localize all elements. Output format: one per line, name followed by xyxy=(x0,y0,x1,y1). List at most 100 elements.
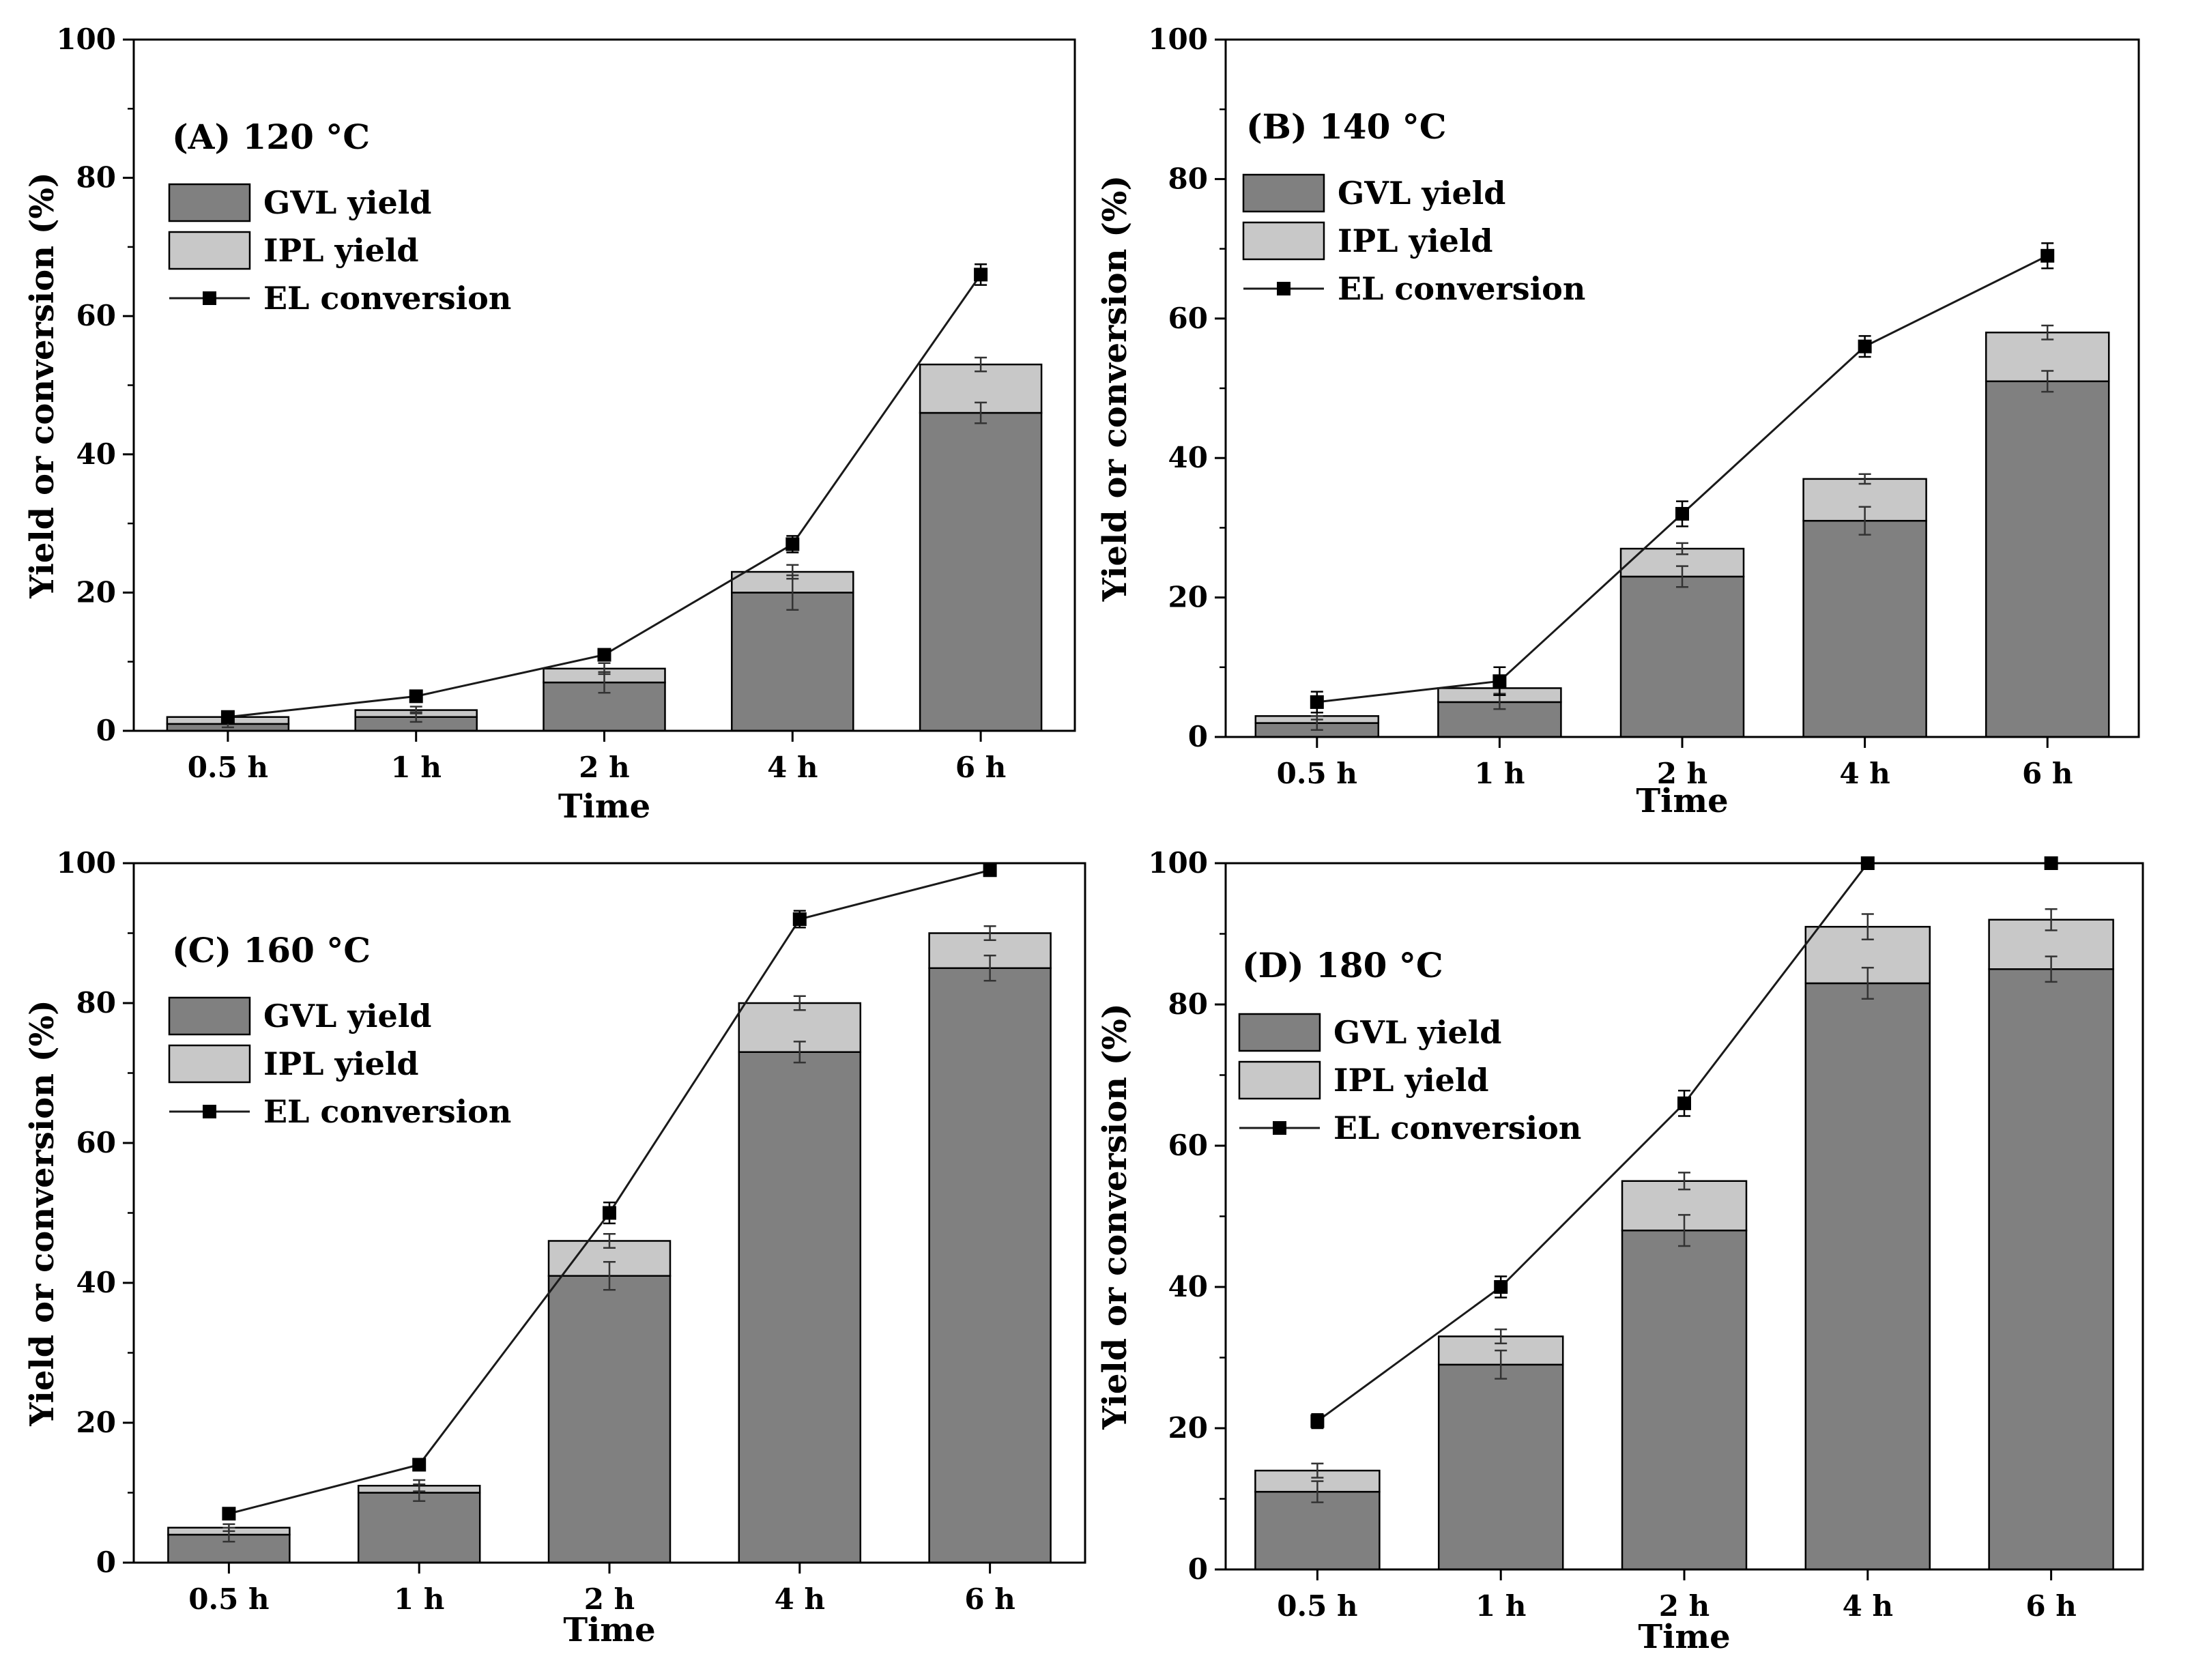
gvl-bar-b-3 xyxy=(1802,519,1927,738)
panel-title-c: (C) 160 °C xyxy=(172,930,371,970)
y-tick-label-d-4: 80 xyxy=(1168,987,1208,1021)
gvl-error-b-2 xyxy=(1676,565,1688,588)
gvl-error-d-4 xyxy=(2045,955,2058,983)
ipl-error-d-4 xyxy=(2045,908,2058,931)
panel-title-a: (A) 120 °C xyxy=(172,117,370,157)
el-conversion-point-a-0 xyxy=(220,710,235,724)
x-tick-label-c-4: 6 h xyxy=(964,1582,1015,1616)
y-axis-title-d: Yield or conversion (%) xyxy=(1096,1003,1134,1430)
el-conversion-point-b-2 xyxy=(1675,506,1689,521)
el-conversion-point-d-0 xyxy=(1310,1414,1325,1428)
x-tick-label-c-0: 0.5 h xyxy=(188,1582,269,1616)
legend-label-el-a: EL conversion xyxy=(263,280,511,317)
legend-swatch-ipl-d xyxy=(1238,1060,1321,1100)
gvl-bar-c-2 xyxy=(547,1275,672,1564)
y-tick-label-c-4: 80 xyxy=(76,986,116,1019)
el-conversion-point-c-0 xyxy=(222,1507,236,1521)
legend-swatch-ipl-b xyxy=(1242,221,1325,261)
gvl-error-c-3 xyxy=(793,1041,806,1064)
ipl-error-c-3 xyxy=(793,995,806,1011)
x-axis-title-b: Time xyxy=(1636,782,1728,820)
y-tick-label-c-1: 20 xyxy=(76,1406,116,1439)
gvl-error-d-2 xyxy=(1678,1214,1690,1247)
gvl-error-b-4 xyxy=(2041,370,2054,393)
x-tick-label-c-3: 4 h xyxy=(775,1582,825,1616)
legend-marker-el-b xyxy=(1277,282,1290,295)
legend-marker-el-c xyxy=(203,1105,216,1118)
gvl-error-b-3 xyxy=(1858,506,1871,536)
legend-marker-el-a xyxy=(203,291,216,305)
legend-label-el-c: EL conversion xyxy=(263,1093,511,1130)
y-tick-label-b-5: 100 xyxy=(1148,23,1208,56)
ipl-error-b-2 xyxy=(1676,542,1688,555)
ipl-error-b-4 xyxy=(2041,324,2054,341)
el-conversion-point-c-3 xyxy=(792,912,807,926)
ipl-error-a-3 xyxy=(786,564,799,580)
x-tick-label-c-2: 2 h xyxy=(584,1582,635,1616)
ipl-error-c-2 xyxy=(603,1233,616,1249)
panel-title-d: (D) 180 °C xyxy=(1242,945,1443,985)
gvl-bar-c-1 xyxy=(357,1492,481,1564)
panel-title-b: (B) 140 °C xyxy=(1246,106,1447,147)
x-tick-label-b-1: 1 h xyxy=(1474,757,1525,790)
y-tick-label-a-4: 80 xyxy=(76,161,116,194)
y-tick-label-d-5: 100 xyxy=(1148,846,1208,880)
el-conversion-point-c-2 xyxy=(603,1206,616,1220)
gvl-error-c-2 xyxy=(603,1261,616,1291)
legend-label-ipl-b: IPL yield xyxy=(1338,222,1493,259)
x-tick-label-d-4: 6 h xyxy=(2025,1589,2076,1623)
gvl-error-d-0 xyxy=(1311,1480,1324,1503)
x-tick-label-b-2: 2 h xyxy=(1657,757,1707,790)
y-tick-label-c-3: 60 xyxy=(76,1126,116,1159)
y-tick-label-d-3: 60 xyxy=(1168,1129,1208,1162)
x-tick-label-a-2: 2 h xyxy=(579,751,629,784)
x-tick-label-a-1: 1 h xyxy=(391,751,442,784)
gvl-bar-d-4 xyxy=(1988,968,2114,1571)
gvl-bar-b-4 xyxy=(1985,380,2110,738)
y-tick-label-b-2: 40 xyxy=(1168,441,1208,474)
gvl-error-d-1 xyxy=(1495,1349,1508,1380)
legend-label-ipl-c: IPL yield xyxy=(263,1045,419,1082)
gvl-bar-b-2 xyxy=(1619,575,1745,738)
el-conversion-point-b-4 xyxy=(2040,248,2055,263)
legend-swatch-gvl-a xyxy=(168,183,251,222)
gvl-bar-c-4 xyxy=(928,967,1052,1564)
x-tick-label-d-2: 2 h xyxy=(1659,1589,1710,1623)
ipl-error-c-0 xyxy=(222,1523,235,1533)
y-tick-label-c-5: 100 xyxy=(56,846,116,880)
x-tick-label-d-3: 4 h xyxy=(1843,1589,1893,1623)
el-conversion-point-b-3 xyxy=(1858,339,1872,353)
y-tick-label-c-2: 40 xyxy=(76,1266,116,1299)
legend-label-gvl-a: GVL yield xyxy=(263,184,431,221)
ipl-error-d-2 xyxy=(1678,1172,1690,1191)
el-conversion-point-b-1 xyxy=(1492,674,1507,689)
y-tick-label-b-1: 20 xyxy=(1168,581,1208,614)
el-conversion-point-a-2 xyxy=(597,648,611,662)
gvl-bar-d-1 xyxy=(1437,1363,1564,1571)
x-tick-label-c-1: 1 h xyxy=(394,1582,444,1616)
y-tick-label-a-1: 20 xyxy=(76,575,116,609)
el-conversion-point-c-1 xyxy=(412,1458,427,1472)
el-conversion-point-d-2 xyxy=(1677,1096,1691,1110)
y-tick-label-c-0: 0 xyxy=(96,1546,116,1579)
gvl-error-d-3 xyxy=(1861,966,1874,1000)
y-tick-label-b-4: 80 xyxy=(1168,162,1208,195)
ipl-error-c-1 xyxy=(413,1479,426,1492)
legend-label-gvl-d: GVL yield xyxy=(1333,1014,1501,1051)
y-axis-title-c: Yield or conversion (%) xyxy=(23,1000,61,1427)
gvl-bar-c-3 xyxy=(738,1051,862,1564)
x-axis-title-a: Time xyxy=(558,787,650,826)
legend-label-ipl-a: IPL yield xyxy=(263,232,419,269)
ipl-error-a-4 xyxy=(975,356,987,373)
gvl-error-c-4 xyxy=(983,955,996,982)
gvl-bar-a-4 xyxy=(919,411,1043,732)
y-axis-title-a: Yield or conversion (%) xyxy=(23,172,61,599)
legend-label-el-b: EL conversion xyxy=(1338,270,1585,307)
x-tick-label-b-3: 4 h xyxy=(1839,757,1890,790)
legend-label-el-d: EL conversion xyxy=(1333,1110,1581,1146)
y-tick-label-a-0: 0 xyxy=(96,714,116,747)
chart-panel-c: 0 20 40 60 80 100 0.5 h 1 h 2 h 4 h 6 h Time Yield o… xyxy=(23,846,1086,1649)
ipl-error-d-3 xyxy=(1861,913,1874,941)
el-conversion-point-a-1 xyxy=(409,689,423,704)
gvl-bar-a-3 xyxy=(731,592,854,732)
